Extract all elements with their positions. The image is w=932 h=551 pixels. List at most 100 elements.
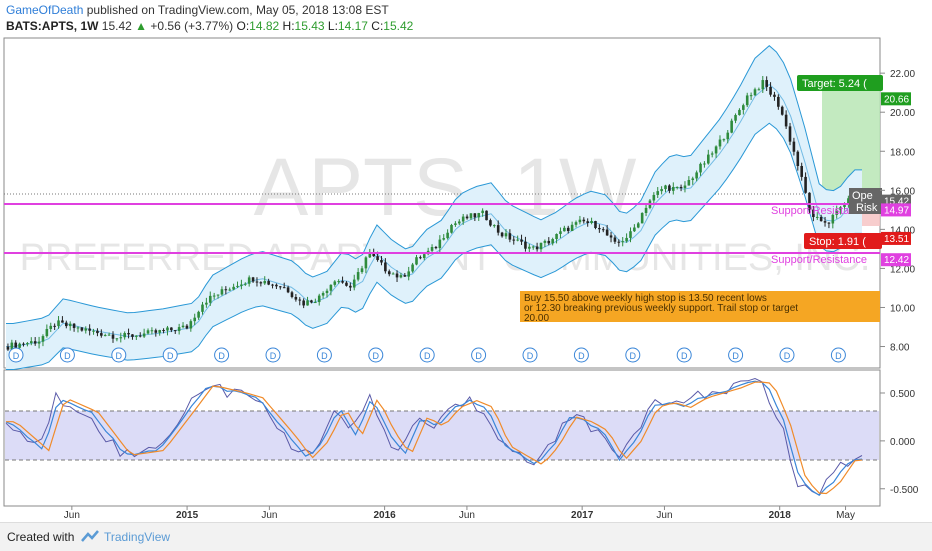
stop-label-box[interactable]	[804, 233, 882, 249]
candle	[341, 276, 344, 284]
price-tick-label: 10.00	[890, 303, 915, 314]
price-tick-label: 12.00	[890, 264, 915, 275]
dividend-marker[interactable]	[779, 347, 795, 363]
dividend-marker[interactable]	[471, 347, 487, 363]
candle	[613, 235, 617, 244]
dividend-marker[interactable]	[316, 347, 332, 363]
price-tick-label: 18.00	[890, 147, 915, 158]
author-link[interactable]: GameOfDeath	[6, 3, 84, 17]
time-axis[interactable]: Jun 2015 Jun 2016 Jun 2017 Jun 2018 May	[64, 506, 855, 521]
price-axis[interactable]: 22.00 20.00 18.00 16.00 14.00 12.00 10.00 8.00	[880, 69, 915, 354]
candle	[72, 323, 76, 332]
candle	[224, 286, 228, 295]
candle	[473, 213, 477, 222]
note-line-1: Buy 15.50 above weekly high stop is 13.5…	[524, 293, 767, 304]
candle	[535, 242, 539, 252]
dividend-marker[interactable]	[830, 347, 846, 363]
candle	[761, 76, 765, 93]
candle	[170, 327, 173, 333]
candle	[193, 313, 197, 326]
candle	[6, 343, 10, 351]
candle	[251, 276, 255, 283]
time-tick-label: May	[836, 510, 855, 521]
candle	[652, 192, 656, 206]
dividend-marker[interactable]	[368, 347, 384, 363]
candle	[566, 225, 570, 234]
candle	[146, 328, 150, 335]
candle	[812, 206, 815, 222]
dividend-marker[interactable]	[419, 347, 435, 363]
oscillator-tick-label: 0.500	[890, 389, 915, 400]
chart-header: GameOfDeath published on TradingView.com…	[6, 2, 906, 34]
oscillator-band	[5, 411, 879, 460]
oscillator-fast-line	[5, 380, 863, 496]
dividend-marker[interactable]	[573, 347, 589, 363]
candle	[65, 320, 68, 329]
candle	[765, 76, 768, 92]
tradingview-brand[interactable]: TradingView	[104, 530, 171, 544]
price-tick-label: 16.00	[890, 186, 915, 197]
candle	[208, 291, 212, 306]
candle	[601, 227, 605, 233]
candle	[333, 280, 337, 287]
dividend-marker[interactable]	[522, 347, 538, 363]
candle	[286, 285, 290, 294]
dividend-marker-label: D	[424, 351, 431, 361]
candle	[555, 233, 558, 244]
dividend-marker[interactable]	[728, 347, 744, 363]
candle	[329, 284, 333, 296]
oscillator-axis[interactable]: 0.500 0.000 -0.500	[880, 389, 919, 496]
candle	[407, 266, 411, 281]
dividend-marker[interactable]	[265, 347, 281, 363]
candle	[33, 337, 37, 346]
dividend-marker[interactable]	[214, 347, 230, 363]
dividend-marker[interactable]	[625, 347, 641, 363]
candle	[539, 242, 543, 253]
dividend-marker-label: D	[270, 351, 277, 361]
candle	[57, 316, 60, 329]
time-tick-label: Jun	[656, 510, 672, 521]
candle	[644, 204, 648, 217]
dividend-marker[interactable]	[162, 347, 178, 363]
candle	[111, 331, 115, 343]
candle	[306, 296, 309, 306]
candle	[419, 255, 422, 260]
candle	[236, 281, 239, 289]
price-tag-box	[881, 203, 911, 217]
candle	[352, 274, 356, 291]
dividend-marker-label: D	[321, 351, 328, 361]
candle	[142, 328, 146, 338]
price-tag-label: 15.42	[884, 197, 909, 208]
candle	[512, 236, 516, 245]
time-tick-label: 2017	[571, 510, 594, 521]
dividend-marker-label: D	[784, 351, 791, 361]
candle	[792, 137, 796, 156]
candle	[279, 286, 282, 290]
candle	[738, 108, 741, 116]
target-label-box[interactable]	[797, 75, 883, 91]
dividend-marker-label: D	[167, 351, 174, 361]
open-label: O:	[236, 19, 250, 33]
candle	[119, 332, 123, 343]
candle	[800, 162, 803, 181]
high-label: H:	[282, 19, 295, 33]
dividend-marker[interactable]	[111, 347, 127, 363]
dividend-marker[interactable]	[59, 347, 75, 363]
open-risk-box[interactable]	[849, 188, 882, 214]
price-tag-box	[881, 253, 911, 267]
candle	[847, 195, 850, 208]
low-label: L:	[327, 19, 338, 33]
candle	[76, 326, 80, 333]
dividend-marker[interactable]	[8, 347, 24, 363]
candle	[780, 105, 784, 116]
candle	[629, 227, 632, 243]
note-box[interactable]	[520, 291, 880, 322]
dividend-marker[interactable]	[676, 347, 692, 363]
candle	[679, 184, 683, 192]
candle	[625, 233, 628, 243]
support-resistance-lower-label: Support/Resistance	[771, 254, 867, 266]
candle	[784, 110, 788, 130]
